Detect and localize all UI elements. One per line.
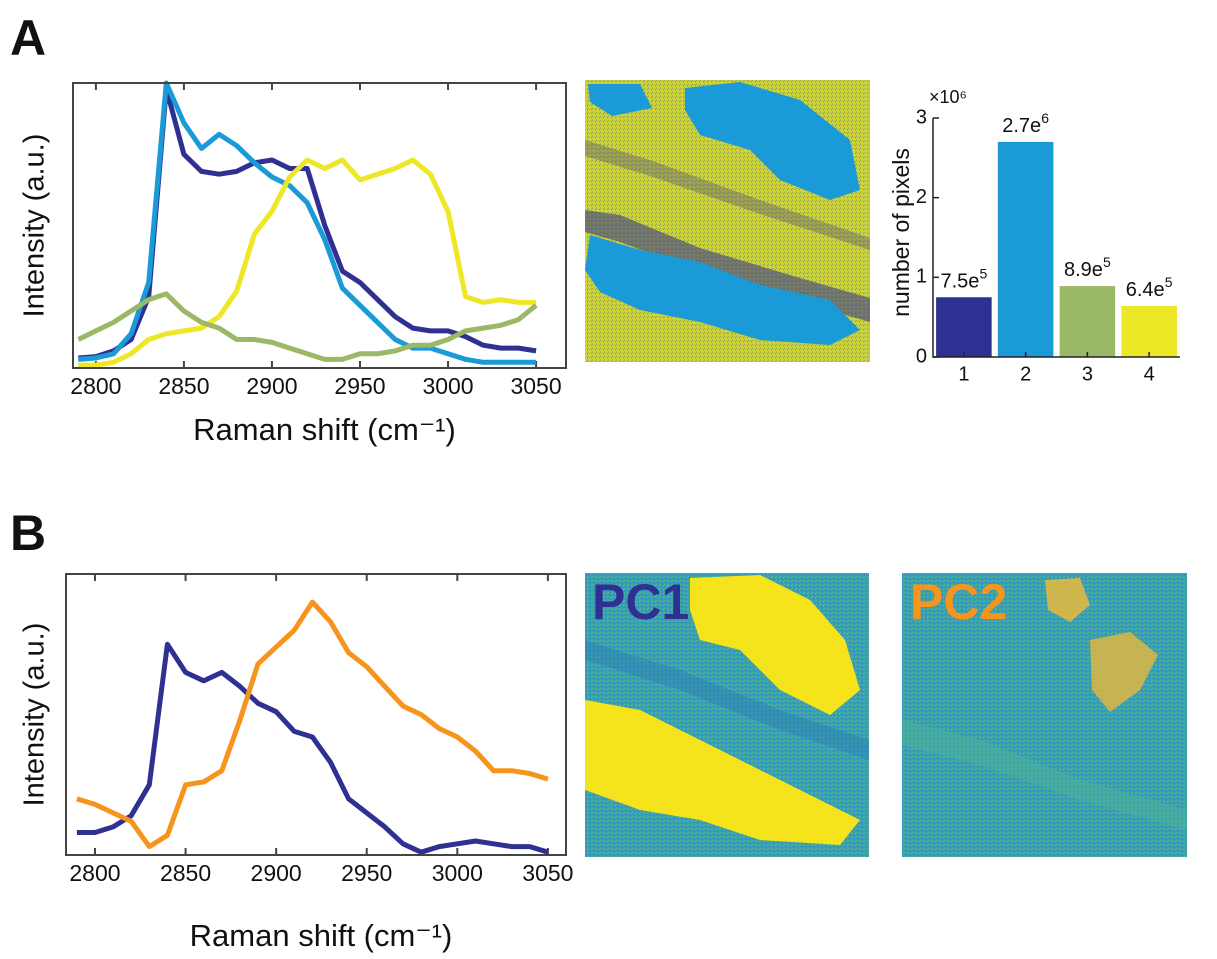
x-tick-label: 3000 [422,373,473,399]
x-tick-label: 2850 [158,373,209,399]
series-line [77,291,538,362]
y-axis-label: Intensity (a.u.) [19,134,51,318]
x-tick-label: 3050 [510,373,561,399]
value-label: 7.5e5 [941,265,988,293]
bar [936,297,992,357]
series-line [78,86,537,361]
pc1-image [585,573,869,857]
series-label: PC2 [910,574,1007,630]
pc2-image [902,573,1187,857]
series-line [76,641,549,855]
value-label-exponent: 5 [1165,274,1173,290]
x-tick-label: 2900 [251,860,302,886]
value-label-exponent: 6 [1041,110,1049,126]
series-line [78,80,537,365]
x-tick-label: 2950 [334,373,385,399]
cluster-image [585,80,870,362]
x-axis-label: Raman shift (cm⁻¹) [190,918,453,953]
value-label-exponent: 5 [1103,254,1111,270]
y-tick-label: 0 [916,345,927,367]
value-label-mantissa: 8.9e [1064,259,1103,281]
y-tick-label: 2 [916,186,927,208]
value-label: 2.7e6 [1002,110,1049,138]
value-label: 8.9e5 [1064,254,1111,282]
axis-frame [932,118,1180,358]
x-tick-label: 2 [1020,363,1031,385]
value-label-mantissa: 7.5e [941,271,980,293]
bar [1059,286,1116,357]
value-label: 6.4e5 [1126,274,1173,302]
x-tick-label: 4 [1144,363,1155,385]
x-tick-label: 2850 [160,860,211,886]
y-axis-label: Intensity (a.u.) [19,623,51,807]
x-tick-label: 2950 [341,860,392,886]
panel-label: A [10,10,46,66]
x-axis-label: Raman shift (cm⁻¹) [193,412,456,447]
x-tick-label: 2800 [70,373,121,399]
panel-label: B [10,505,46,561]
x-tick-label: 3050 [522,860,573,886]
y-tick-label: 3 [916,106,927,128]
series-line [76,599,549,850]
series-label: PC1 [592,574,689,630]
plot-frame [65,573,567,856]
x-tick-label: 3000 [432,860,483,886]
value-label-exponent: 5 [979,265,987,281]
bar [1121,306,1177,357]
axis-multiplier: ×10⁶ [929,87,967,107]
y-axis-label: number of pixels [888,148,914,317]
x-tick-label: 2900 [246,373,297,399]
bar [997,141,1054,357]
x-tick-label: 1 [958,363,969,385]
x-tick-label: 2800 [69,860,120,886]
value-label-mantissa: 2.7e [1002,115,1041,137]
value-label-mantissa: 6.4e [1126,279,1165,301]
plot-frame [72,82,567,369]
series-line [78,157,537,368]
x-tick-label: 3 [1082,363,1093,385]
y-tick-label: 1 [916,266,927,288]
